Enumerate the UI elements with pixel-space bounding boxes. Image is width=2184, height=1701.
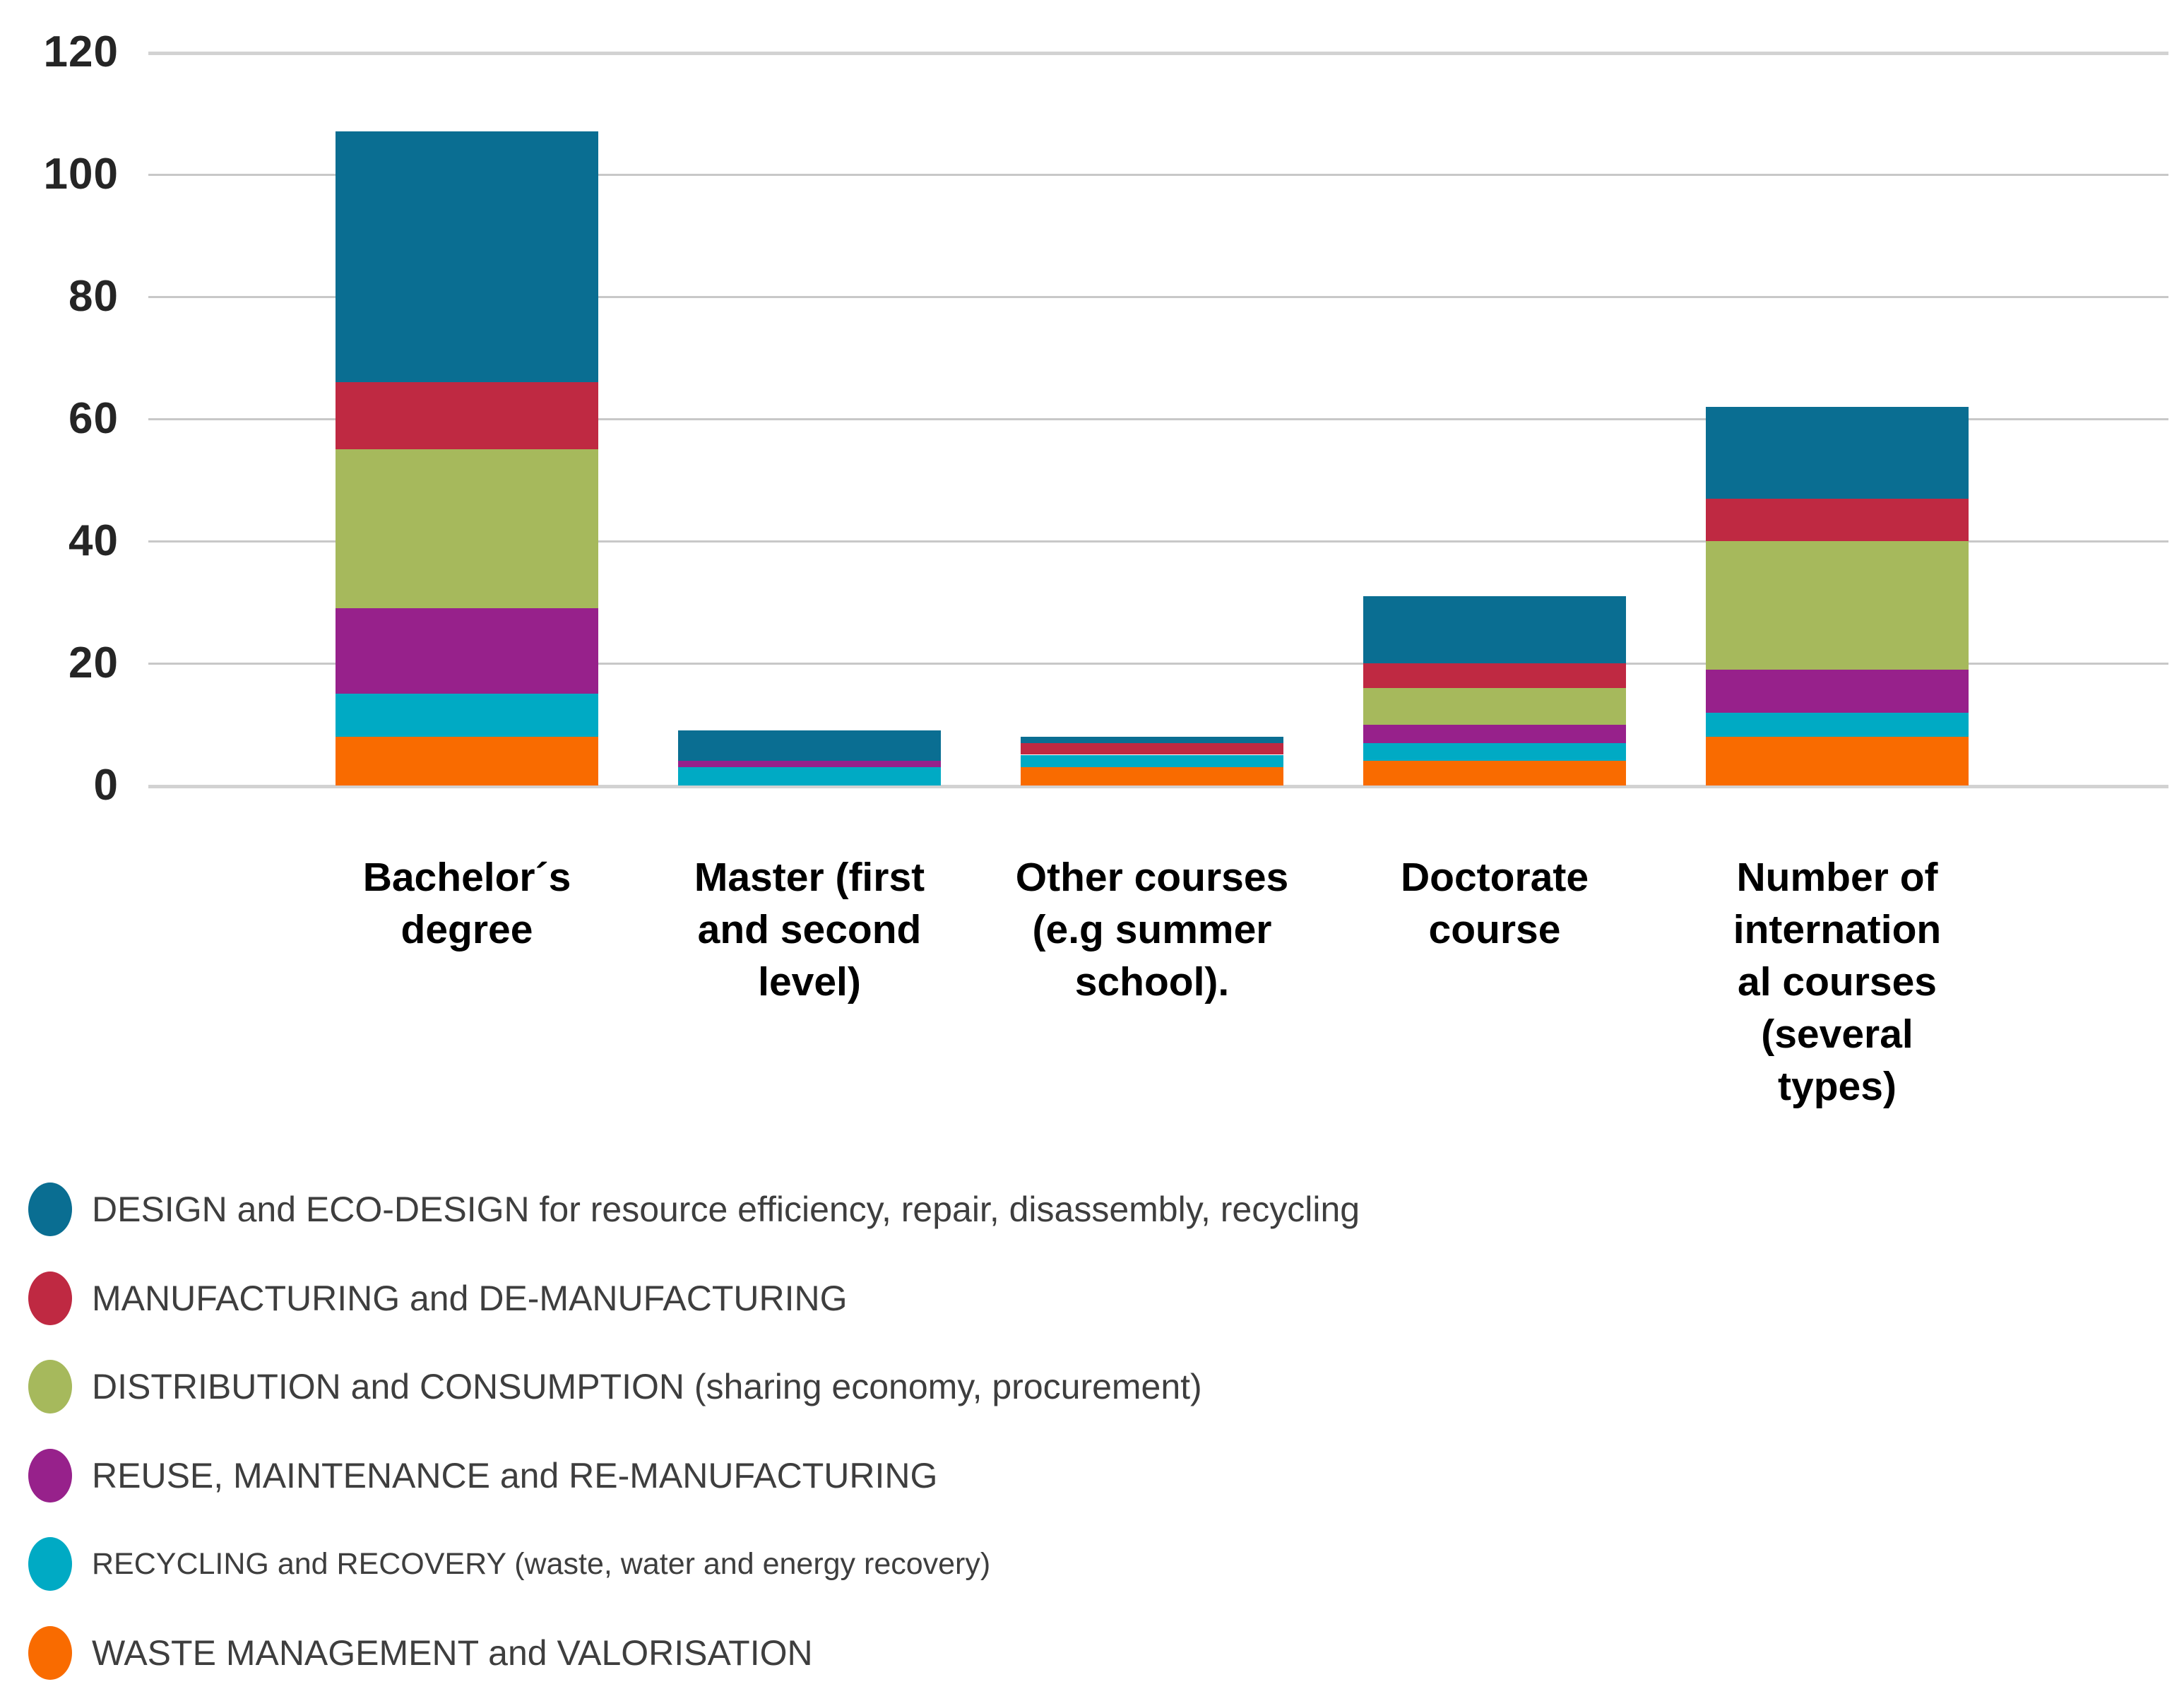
- x-axis-label-line: types): [1778, 1064, 1897, 1109]
- bar-segment-waste-4: [1363, 761, 1626, 786]
- bar-segment-recycling-3: [1021, 755, 1283, 767]
- legend-label-reuse: REUSE, MAINTENANCE and RE-MANUFACTURING: [92, 1456, 938, 1495]
- bar-segment-recycling-2: [678, 767, 941, 786]
- bar-segment-recycling-1: [336, 694, 598, 737]
- bar-segment-design-5: [1706, 407, 1969, 499]
- x-axis-label-4: Doctorate course: [1329, 851, 1661, 956]
- bar-segment-manufacturing-4: [1363, 663, 1626, 688]
- legend-label-design: DESIGN and ECO-DESIGN for resource effic…: [92, 1190, 1360, 1229]
- y-tick-label-20: 20: [69, 639, 119, 687]
- bar-4: [1363, 0, 1626, 786]
- bar-segment-waste-3: [1021, 767, 1283, 786]
- bar-segment-distribution-4: [1363, 688, 1626, 725]
- bar-segment-manufacturing-1: [336, 382, 598, 449]
- bar-segment-recycling-5: [1706, 712, 1969, 737]
- legend-label-distribution: DISTRIBUTION and CONSUMPTION (sharing ec…: [92, 1367, 1202, 1406]
- x-axis-label-line: (several: [1761, 1012, 1913, 1057]
- legend-item-recycling: RECYCLING and RECOVERY (waste, water and…: [28, 1537, 990, 1591]
- legend-marker-waste-icon: [28, 1626, 72, 1680]
- legend-marker-manufacturing-icon: [28, 1272, 72, 1325]
- bar-segment-design-2: [678, 730, 941, 761]
- bar-2: [678, 0, 941, 786]
- legend-label-waste: WASTE MANAGEMENT and VALORISATION: [92, 1633, 813, 1673]
- legend-item-reuse: REUSE, MAINTENANCE and RE-MANUFACTURING: [28, 1449, 937, 1503]
- legend-marker-design-icon: [28, 1183, 72, 1236]
- x-axis-label-line: school).: [1074, 959, 1230, 1004]
- x-axis-label-2: Master (first and second level): [643, 851, 975, 1008]
- bar-segment-reuse-5: [1706, 670, 1969, 713]
- bar-segment-design-3: [1021, 737, 1283, 743]
- y-tick-label-0: 0: [93, 761, 119, 810]
- gridline-0: [148, 785, 2168, 788]
- bar-segment-design-1: [336, 131, 598, 382]
- y-tick-label-60: 60: [69, 394, 119, 443]
- bar-segment-design-4: [1363, 596, 1626, 663]
- y-tick-label-40: 40: [69, 516, 119, 565]
- x-axis-label-line: (e.g summer: [1032, 907, 1272, 952]
- x-axis-label-line: course: [1428, 907, 1561, 952]
- bar-segment-waste-5: [1706, 737, 1969, 786]
- y-tick-label-80: 80: [69, 272, 119, 321]
- legend-item-waste: WASTE MANAGEMENT and VALORISATION: [28, 1626, 813, 1680]
- x-axis-label-line: Other courses: [1015, 855, 1289, 900]
- gridline-80: [148, 296, 2168, 298]
- legend-label-recycling: RECYCLING and RECOVERY (waste, water and…: [92, 1546, 991, 1581]
- x-axis-label-line: Doctorate: [1400, 855, 1589, 900]
- legend-item-manufacturing: MANUFACTURING and DE-MANUFACTURING: [28, 1272, 848, 1325]
- bar-segment-distribution-5: [1706, 541, 1969, 670]
- bar-segment-reuse-2: [678, 761, 941, 767]
- gridline-40: [148, 540, 2168, 543]
- x-axis-label-line: degree: [400, 907, 533, 952]
- gridline-60: [148, 418, 2168, 420]
- bar-segment-reuse-4: [1363, 725, 1626, 743]
- legend-item-distribution: DISTRIBUTION and CONSUMPTION (sharing ec…: [28, 1360, 1202, 1413]
- bar-segment-reuse-1: [336, 608, 598, 694]
- legend-item-design: DESIGN and ECO-DESIGN for resource effic…: [28, 1183, 1360, 1236]
- bar-segment-manufacturing-5: [1706, 498, 1969, 541]
- legend-label-manufacturing: MANUFACTURING and DE-MANUFACTURING: [92, 1279, 848, 1318]
- bar-segment-distribution-1: [336, 449, 598, 608]
- legend-marker-recycling-icon: [28, 1537, 72, 1591]
- gridline-120: [148, 52, 2168, 55]
- x-axis-label-line: al courses: [1738, 959, 1937, 1004]
- x-axis-label-5: Number of internation al courses (several ty…: [1671, 851, 2003, 1113]
- bar-segment-recycling-4: [1363, 742, 1626, 761]
- x-axis-label-3: Other courses (e.g summer school).: [986, 851, 1318, 1008]
- x-axis-label-line: level): [758, 959, 861, 1004]
- x-axis-label-1: Bachelor´s degree: [301, 851, 633, 956]
- legend-marker-reuse-icon: [28, 1449, 72, 1503]
- bar-1: [336, 0, 598, 786]
- gridline-100: [148, 174, 2168, 176]
- bar-5: [1706, 0, 1969, 786]
- y-tick-label-120: 120: [43, 28, 119, 76]
- x-axis-label-line: Master (first: [694, 855, 925, 900]
- x-axis-label-line: internation: [1733, 907, 1942, 952]
- bar-segment-manufacturing-3: [1021, 742, 1283, 754]
- x-axis-label-line: Bachelor´s: [362, 855, 571, 900]
- gridline-20: [148, 663, 2168, 665]
- x-axis-label-line: Number of: [1736, 855, 1938, 900]
- legend-marker-distribution-icon: [28, 1360, 72, 1413]
- bar-segment-waste-1: [336, 737, 598, 786]
- y-tick-label-100: 100: [43, 150, 119, 198]
- x-axis-label-line: and second: [697, 907, 922, 952]
- bar-3: [1021, 0, 1283, 786]
